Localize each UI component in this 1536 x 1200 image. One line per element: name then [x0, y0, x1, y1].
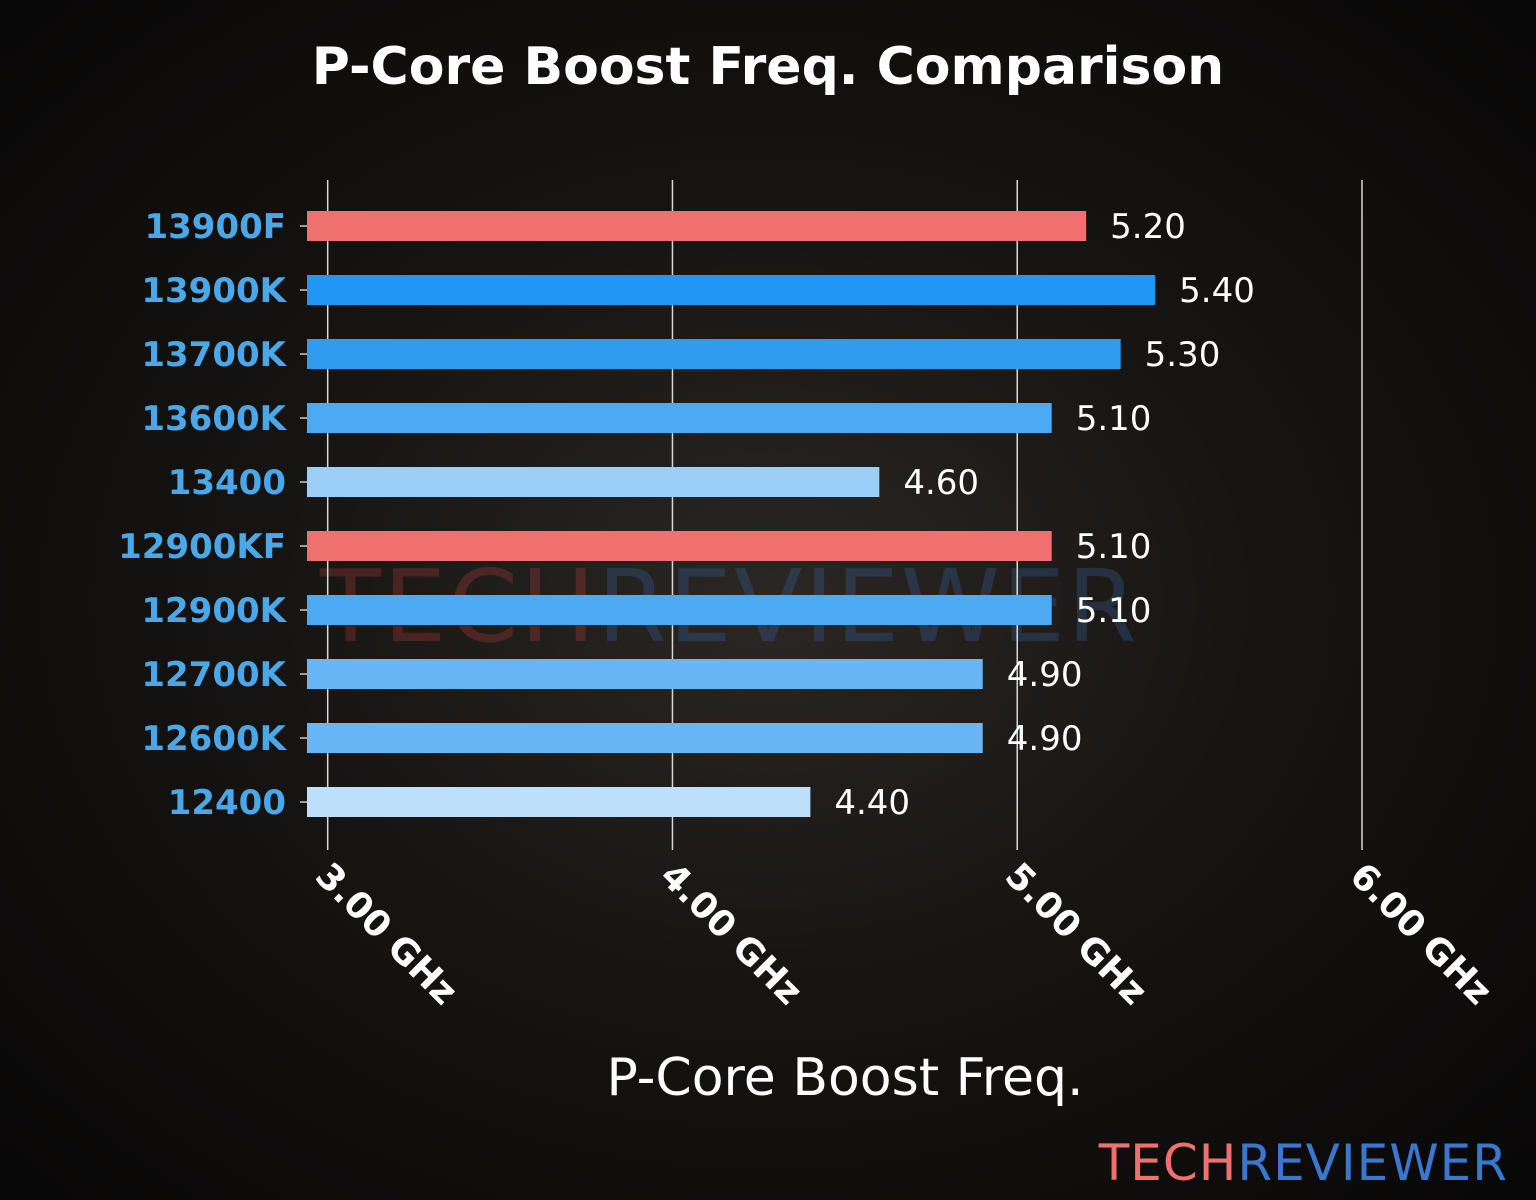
category-label: 13900F — [144, 207, 286, 247]
x-tick-label: 5.00 GHz — [997, 855, 1155, 1013]
value-label: 5.10 — [1076, 591, 1152, 631]
x-axis-label: P-Core Boost Freq. — [606, 1048, 1083, 1108]
value-label: 5.40 — [1179, 271, 1255, 311]
value-label: 4.90 — [1007, 655, 1083, 695]
value-label: 5.10 — [1076, 527, 1152, 567]
value-label: 4.40 — [834, 783, 910, 823]
value-label: 4.90 — [1007, 719, 1083, 759]
category-label: 13900K — [141, 271, 287, 311]
value-label: 5.30 — [1145, 335, 1221, 375]
bar — [307, 467, 880, 497]
x-tick-label: 3.00 GHz — [307, 855, 465, 1013]
value-label: 5.10 — [1076, 399, 1152, 439]
bar — [307, 339, 1121, 369]
bar — [307, 403, 1052, 433]
bar — [307, 659, 983, 689]
category-label: 12600K — [141, 719, 287, 759]
techreviewer-logo: TECHREVIEWER — [1099, 1134, 1508, 1192]
x-tick-label: 4.00 GHz — [652, 855, 810, 1013]
bar — [307, 531, 1052, 561]
value-label: 4.60 — [903, 463, 979, 503]
bar — [307, 595, 1052, 625]
bar — [307, 211, 1087, 241]
category-label: 12700K — [141, 655, 287, 695]
category-label: 13600K — [141, 399, 287, 439]
chart-title: P-Core Boost Freq. Comparison — [312, 37, 1224, 97]
category-label: 12400 — [168, 783, 286, 823]
logo-reviewer: REVIEWER — [1237, 1134, 1508, 1192]
category-label: 13700K — [141, 335, 287, 375]
category-label: 13400 — [168, 463, 286, 503]
logo-tech: TECH — [1098, 1134, 1238, 1192]
category-label: 12900KF — [118, 527, 286, 567]
bar — [307, 723, 983, 753]
category-label: 12900K — [141, 591, 287, 631]
bar — [307, 275, 1156, 305]
value-label: 5.20 — [1110, 207, 1186, 247]
bar — [307, 787, 811, 817]
x-tick-label: 6.00 GHz — [1342, 855, 1500, 1013]
